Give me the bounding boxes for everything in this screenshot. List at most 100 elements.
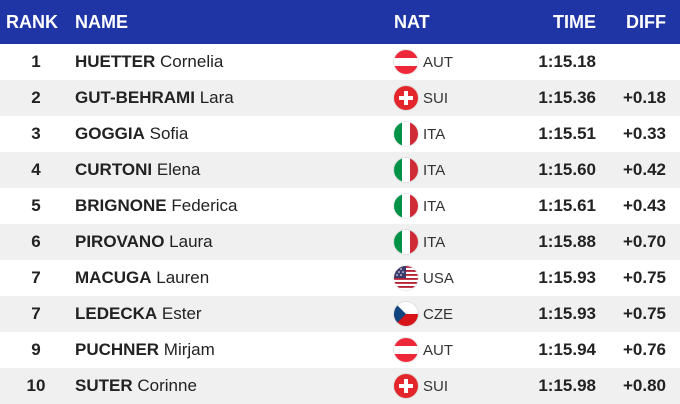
header-nat: NAT bbox=[394, 11, 430, 32]
nat-cell: AUT bbox=[394, 50, 504, 74]
surname: GOGGIA bbox=[75, 124, 145, 143]
time-cell: 1:15.94 bbox=[538, 340, 596, 359]
nat-cell: ITA bbox=[394, 194, 504, 218]
surname: BRIGNONE bbox=[75, 196, 167, 215]
nat-code: ITA bbox=[423, 197, 446, 215]
time-cell: 1:15.93 bbox=[538, 268, 596, 287]
time-cell: 1:15.93 bbox=[538, 304, 596, 323]
time-cell: 1:15.61 bbox=[538, 196, 596, 215]
name-cell: GOGGIA Sofia bbox=[72, 124, 394, 144]
table-row: 2 GUT-BEHRAMI Lara SUI 1:15.36 +0.18 bbox=[0, 80, 680, 116]
diff-cell: +0.75 bbox=[622, 304, 666, 323]
switzerland-flag-icon bbox=[394, 374, 418, 398]
usa-flag-icon bbox=[394, 266, 418, 290]
time-cell: 1:15.60 bbox=[538, 160, 596, 179]
given-name: Laura bbox=[169, 232, 213, 251]
italy-flag-icon bbox=[394, 194, 418, 218]
name-cell: MACUGA Lauren bbox=[72, 268, 394, 288]
diff-cell: +0.18 bbox=[622, 88, 666, 107]
given-name: Mirjam bbox=[163, 340, 215, 359]
name-cell: PUCHNER Mirjam bbox=[72, 340, 394, 360]
table-row: 4 CURTONI Elena ITA 1:15.60 +0.42 bbox=[0, 152, 680, 188]
diff-cell: +0.33 bbox=[622, 124, 666, 143]
rank-cell: 6 bbox=[31, 232, 41, 251]
name-cell: SUTER Corinne bbox=[72, 376, 394, 396]
nat-code: ITA bbox=[423, 233, 446, 251]
diff-cell: +0.76 bbox=[622, 340, 666, 359]
nat-code: SUI bbox=[423, 377, 449, 395]
diff-cell: +0.43 bbox=[622, 196, 666, 215]
table-row: 3 GOGGIA Sofia ITA 1:15.51 +0.33 bbox=[0, 116, 680, 152]
diff-cell: +0.75 bbox=[622, 268, 666, 287]
header-time: TIME bbox=[553, 11, 596, 32]
given-name: Elena bbox=[156, 160, 201, 179]
name-cell: BRIGNONE Federica bbox=[72, 196, 394, 216]
switzerland-flag-icon bbox=[394, 86, 418, 110]
diff-cell: +0.70 bbox=[622, 232, 666, 251]
time-cell: 1:15.51 bbox=[538, 124, 596, 143]
time-cell: 1:15.88 bbox=[538, 232, 596, 251]
surname: SUTER bbox=[75, 376, 133, 395]
nat-code: ITA bbox=[423, 125, 446, 143]
nat-cell: SUI bbox=[394, 374, 504, 398]
italy-flag-icon bbox=[394, 158, 418, 182]
nat-code: ITA bbox=[423, 161, 446, 179]
given-name: Ester bbox=[161, 304, 202, 323]
diff-cell: +0.42 bbox=[622, 160, 666, 179]
rank-cell: 4 bbox=[31, 160, 41, 179]
given-name: Sofia bbox=[149, 124, 189, 143]
surname: HUETTER bbox=[75, 52, 156, 71]
table-row: 7 LEDECKA Ester CZE 1:15.93 +0.75 bbox=[0, 296, 680, 332]
nat-cell: USA bbox=[394, 266, 504, 290]
name-cell: PIROVANO Laura bbox=[72, 232, 394, 252]
time-cell: 1:15.98 bbox=[538, 376, 596, 395]
czech-flag-icon bbox=[394, 302, 418, 326]
rank-cell: 10 bbox=[26, 376, 46, 395]
nat-code: AUT bbox=[423, 341, 453, 359]
given-name: Cornelia bbox=[160, 52, 224, 71]
nat-code: USA bbox=[423, 269, 454, 287]
surname: PIROVANO bbox=[75, 232, 165, 251]
diff-cell: +0.80 bbox=[622, 376, 666, 395]
table-row: 5 BRIGNONE Federica ITA 1:15.61 +0.43 bbox=[0, 188, 680, 224]
given-name: Corinne bbox=[137, 376, 197, 395]
table-row: 9 PUCHNER Mirjam AUT 1:15.94 +0.76 bbox=[0, 332, 680, 368]
surname: LEDECKA bbox=[75, 304, 158, 323]
nat-code: CZE bbox=[423, 305, 453, 323]
rank-cell: 7 bbox=[31, 304, 41, 323]
table-row: 7 MACUGA Lauren USA 1:15.93 +0.75 bbox=[0, 260, 680, 296]
nat-cell: ITA bbox=[394, 122, 504, 146]
table-body: 1 HUETTER Cornelia AUT 1:15.18 2 GUT-BEHRAMI … bbox=[0, 44, 680, 404]
rank-cell: 9 bbox=[31, 340, 41, 359]
italy-flag-icon bbox=[394, 122, 418, 146]
austria-flag-icon bbox=[394, 50, 418, 74]
surname: MACUGA bbox=[75, 268, 152, 287]
time-cell: 1:15.18 bbox=[538, 52, 596, 71]
italy-flag-icon bbox=[394, 230, 418, 254]
given-name: Federica bbox=[171, 196, 238, 215]
nat-cell: SUI bbox=[394, 86, 504, 110]
rank-cell: 2 bbox=[31, 88, 41, 107]
name-cell: HUETTER Cornelia bbox=[72, 52, 394, 72]
name-cell: LEDECKA Ester bbox=[72, 304, 394, 324]
rank-cell: 3 bbox=[31, 124, 41, 143]
header-name: NAME bbox=[75, 11, 128, 32]
table-row: 1 HUETTER Cornelia AUT 1:15.18 bbox=[0, 44, 680, 80]
nat-code: SUI bbox=[423, 89, 449, 107]
given-name: Lara bbox=[199, 88, 234, 107]
time-cell: 1:15.36 bbox=[538, 88, 596, 107]
nat-cell: CZE bbox=[394, 302, 504, 326]
rank-cell: 1 bbox=[31, 52, 41, 71]
nat-cell: AUT bbox=[394, 338, 504, 362]
nat-code: AUT bbox=[423, 53, 453, 71]
surname: CURTONI bbox=[75, 160, 153, 179]
header-diff: DIFF bbox=[626, 11, 666, 32]
rank-cell: 5 bbox=[31, 196, 41, 215]
nat-cell: ITA bbox=[394, 158, 504, 182]
austria-flag-icon bbox=[394, 338, 418, 362]
table-row: 6 PIROVANO Laura ITA 1:15.88 +0.70 bbox=[0, 224, 680, 260]
rank-cell: 7 bbox=[31, 268, 41, 287]
name-cell: CURTONI Elena bbox=[72, 160, 394, 180]
given-name: Lauren bbox=[156, 268, 210, 287]
